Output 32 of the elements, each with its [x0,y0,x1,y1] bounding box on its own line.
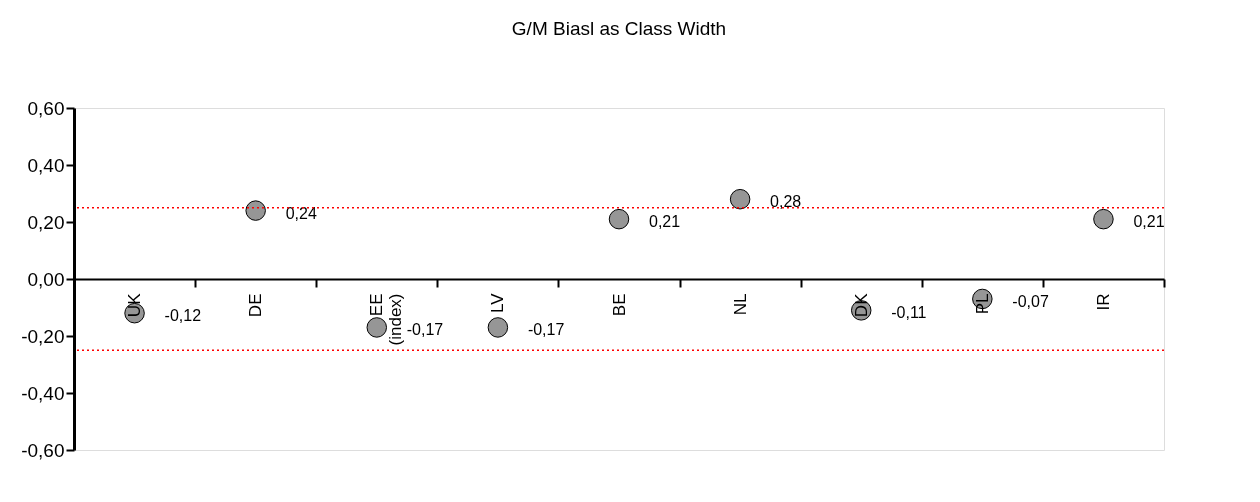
point [366,317,388,338]
x-tick-label: LV [488,292,508,314]
data-label: -0,07 [1012,292,1049,310]
x-tick-label: DK [851,292,871,318]
data-label: 0,21 [1133,213,1165,231]
point [729,188,751,210]
data-label: 0,28 [770,193,802,211]
x-tick-label: PL [972,293,992,315]
point [608,208,630,230]
y-tick-label: -0,20 [21,325,65,347]
x-tick-label: DE [246,293,266,318]
data-label: -0,11 [891,304,927,322]
y-tick-label: 0,60 [27,97,65,119]
y-tick-label: -0,60 [21,439,65,461]
data-label: 0,24 [285,204,317,222]
x-tick-label: BE [609,293,629,317]
chart-title: G/M Biasl as Class Width [511,18,727,39]
x-tick-label: EE (index) [367,293,406,346]
y-tick-label: 0,00 [27,268,65,290]
x-tick-label: NL [730,293,750,316]
point [487,317,509,338]
x-tick-label: IR [1093,293,1113,311]
y-tick-label: -0,40 [21,382,65,404]
y-tick-label: 0,20 [27,211,65,233]
data-label: -0,17 [527,321,565,339]
x-tick-label: UK [125,292,145,318]
data-label: 0,21 [649,213,681,231]
point [245,200,266,221]
y-tick-label: 0,40 [27,154,65,176]
data-label: -0,12 [164,307,202,325]
data-label: -0,17 [406,321,444,339]
point [1093,208,1114,230]
